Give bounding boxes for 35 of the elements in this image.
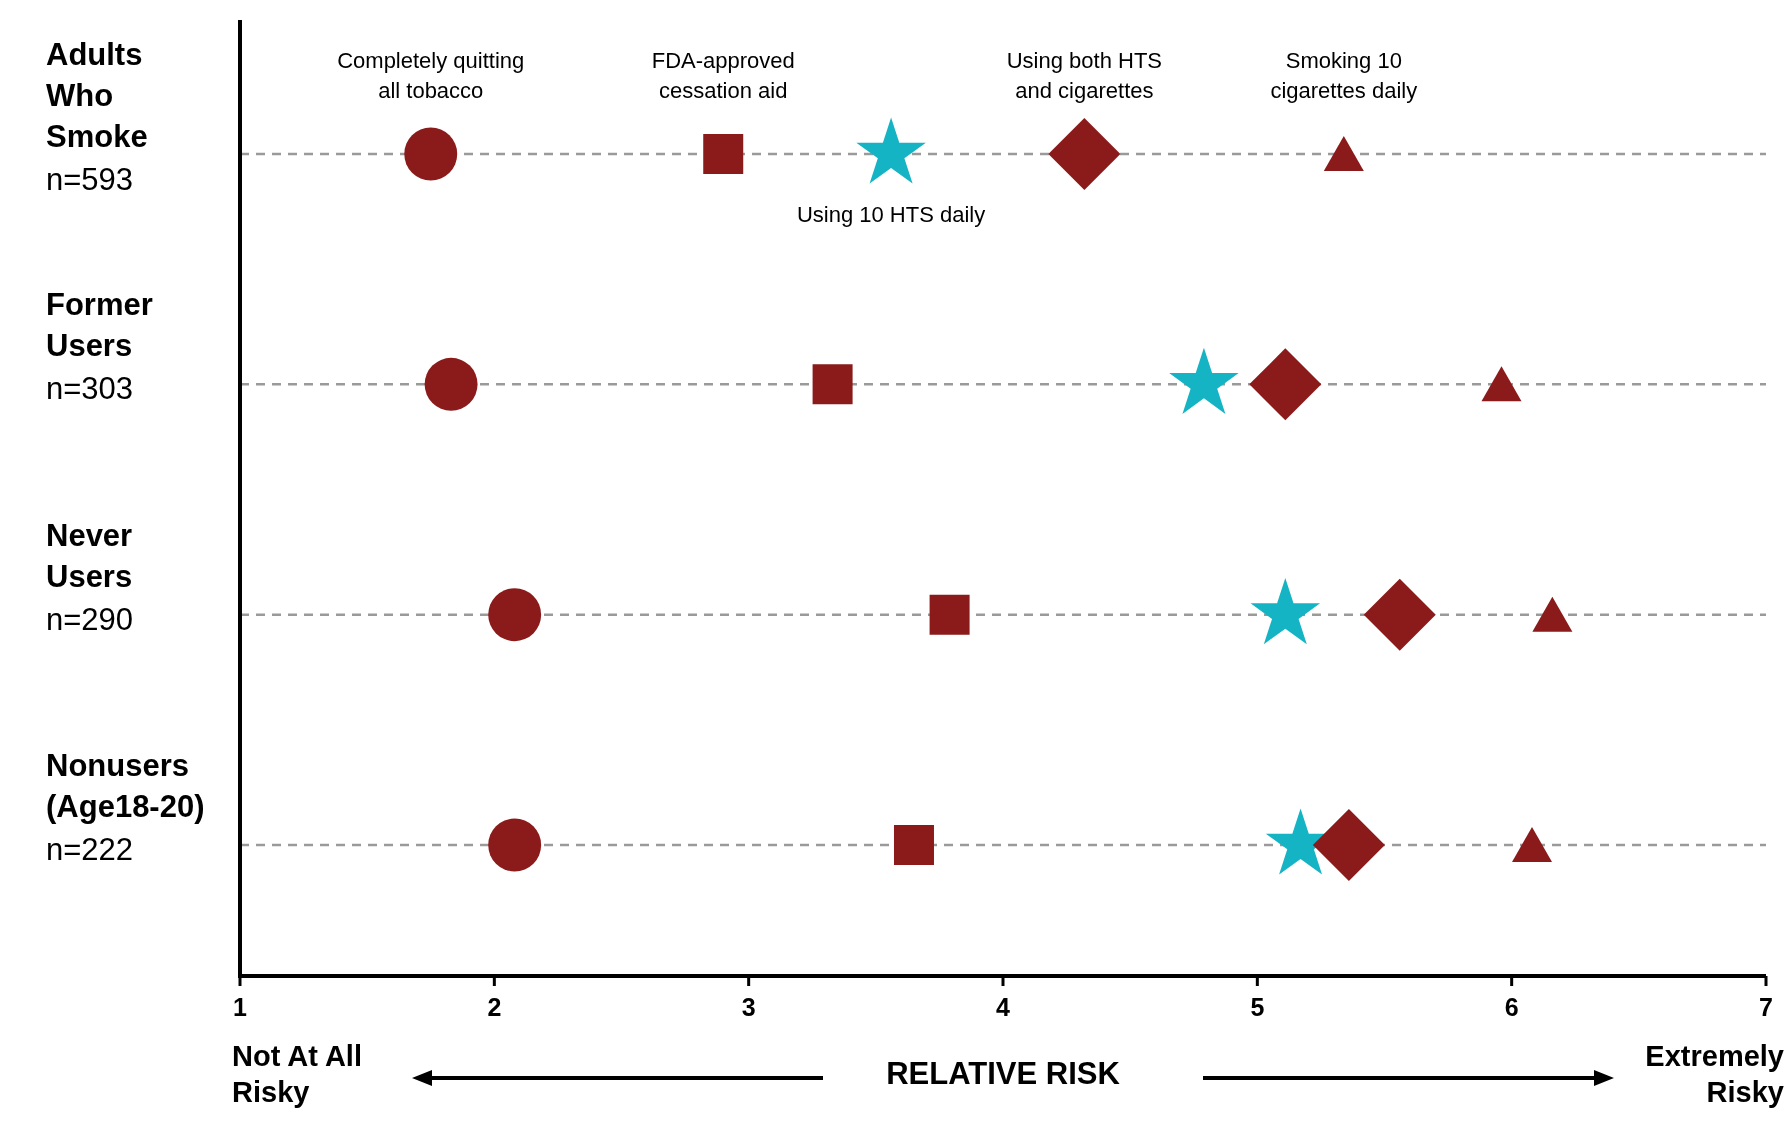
y-tick-label: Former Users n=303 — [46, 287, 153, 407]
point — [424, 357, 478, 411]
text: Completely quitting all tobacco — [337, 48, 525, 103]
x-tick-label: 7 — [1759, 993, 1773, 1021]
point — [488, 588, 542, 642]
x-axis-title: RELATIVE RISK — [886, 1056, 1121, 1091]
point — [1363, 578, 1436, 651]
point — [703, 134, 744, 174]
x-tick-label: 3 — [741, 993, 756, 1021]
y-tick-label: Nonusers (Age18-20) n=222 — [46, 748, 205, 867]
x-tick-label: 6 — [1504, 993, 1519, 1021]
x-tick-label: 4 — [996, 993, 1011, 1021]
x-tick-label: 5 — [1250, 993, 1265, 1021]
point — [1323, 136, 1364, 171]
text: Smoking 10 cigarettes daily — [1270, 48, 1418, 103]
text: FDA-approved cessation aid — [651, 48, 795, 103]
point — [1048, 118, 1121, 190]
point — [1481, 366, 1522, 402]
text: Not At All Risky — [232, 1040, 362, 1108]
y-tick-label: Never Users n=290 — [46, 517, 134, 637]
y-tick-label: Adults Who Smoke n=593 — [46, 36, 148, 197]
point — [1512, 827, 1553, 862]
point — [488, 818, 542, 872]
series-label: Using both HTS and cigarettes — [1006, 48, 1163, 103]
point — [1532, 596, 1573, 632]
point — [404, 127, 458, 181]
point — [929, 594, 970, 635]
point — [1249, 348, 1322, 421]
point — [1312, 809, 1385, 881]
point — [812, 364, 853, 405]
point — [893, 825, 934, 865]
x-tick-label: 2 — [487, 993, 502, 1021]
series-label: Using 10 HTS daily — [796, 202, 986, 227]
text: Extremely Risky — [1645, 1040, 1784, 1108]
x-tick-label: 1 — [233, 993, 248, 1021]
